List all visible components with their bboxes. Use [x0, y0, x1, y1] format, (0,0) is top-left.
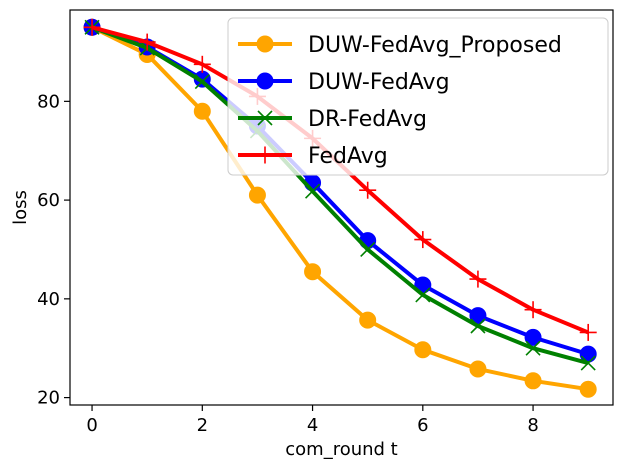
data-point [414, 341, 432, 359]
data-point [248, 186, 266, 204]
y-axis-label: loss [10, 190, 31, 225]
data-point [359, 181, 377, 199]
data-point [524, 301, 542, 319]
legend-entry: DUW-FedAvg_Proposed [238, 33, 562, 58]
x-tick-label: 0 [86, 415, 97, 436]
series-line [91, 25, 589, 392]
data-point [138, 33, 156, 51]
data-point [524, 372, 542, 390]
legend: DUW-FedAvg_Proposed DUW-FedAvg DR-FedAvg Fe… [227, 17, 609, 176]
x-tick-label: 4 [307, 415, 318, 436]
data-point [194, 74, 210, 90]
data-point [525, 340, 541, 356]
legend-marker [256, 72, 274, 90]
legend-box [227, 17, 609, 176]
data-point [415, 287, 431, 303]
legend-label: DR-FedAvg [308, 107, 427, 132]
legend-entry: FedAvg [238, 144, 388, 169]
series-line [91, 25, 589, 365]
x-tick-label: 2 [197, 415, 208, 436]
data-point [579, 380, 597, 398]
x-tick-label: 8 [527, 415, 538, 436]
y-tick-label: 20 [37, 388, 60, 409]
y-tick-label: 40 [37, 289, 60, 310]
data-point [524, 328, 542, 346]
legend-label: FedAvg [308, 144, 388, 169]
x-axis-label: com_round t [285, 439, 397, 460]
legend-label: DUW-FedAvg_Proposed [308, 33, 562, 58]
data-point [304, 263, 322, 281]
axes: 0 2 4 6 8 20 40 60 80 [37, 9, 614, 436]
plot-frame [69, 9, 614, 406]
data-point [360, 241, 376, 258]
legend-marker [256, 35, 274, 53]
x-tick-label: 6 [417, 415, 428, 436]
data-point [304, 183, 321, 199]
data-point [469, 360, 487, 378]
data-point [359, 311, 377, 329]
legend-entry: DUW-FedAvg [238, 70, 450, 95]
legend-marker [257, 110, 273, 126]
legend-label: DUW-FedAvg [308, 70, 450, 95]
y-tick-label: 60 [37, 190, 60, 211]
data-point [579, 323, 597, 341]
data-point [83, 18, 101, 36]
data-point [193, 55, 211, 73]
data-point [580, 355, 596, 371]
data-point [469, 307, 487, 325]
y-tick-label: 80 [37, 91, 60, 112]
legend-marker [256, 146, 274, 164]
data-point [193, 102, 211, 120]
data-point [469, 270, 487, 288]
data-point [470, 318, 486, 334]
legend-entry: DR-FedAvg [238, 107, 427, 132]
data-point [414, 231, 432, 249]
